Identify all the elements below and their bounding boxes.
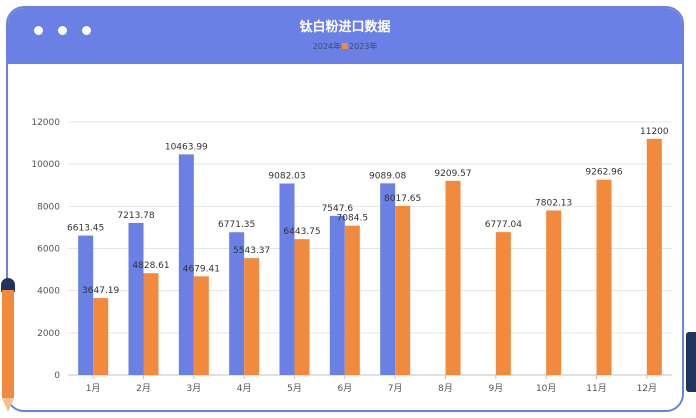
window-dot-2 bbox=[58, 26, 67, 35]
data-label: 9209.57 bbox=[434, 169, 471, 179]
bar-2023年-2月[interactable] bbox=[143, 273, 159, 375]
bars bbox=[78, 138, 662, 375]
data-label: 6443.75 bbox=[283, 227, 320, 237]
y-axis-ticks: 0 2000 4000 6000 8000 10000 12000 bbox=[31, 118, 60, 381]
chart-legend[interactable]: 2024年 2023年 bbox=[8, 41, 682, 52]
data-label: 6771.35 bbox=[218, 220, 255, 230]
x-tick-label: 9月 bbox=[488, 383, 503, 394]
y-tick-label: 4000 bbox=[37, 287, 60, 297]
data-label: 8017.65 bbox=[384, 194, 421, 204]
data-label: 9262.96 bbox=[585, 168, 622, 178]
bar-2023年-3月[interactable] bbox=[193, 276, 209, 375]
legend-swatch-2023 bbox=[342, 43, 348, 49]
bar-2024年-5月[interactable] bbox=[279, 183, 295, 375]
bar-2024年-7月[interactable] bbox=[380, 183, 396, 375]
bar-2023年-11月[interactable] bbox=[596, 179, 612, 375]
data-label: 10463.99 bbox=[165, 142, 208, 152]
data-label: 7802.13 bbox=[535, 199, 572, 209]
x-tick-label: 12月 bbox=[637, 383, 657, 394]
chart-title: 钛白粉进口数据 bbox=[299, 20, 391, 35]
x-tick-label: 7月 bbox=[388, 383, 403, 394]
y-tick-label: 10000 bbox=[31, 160, 60, 170]
bar-2023年-8月[interactable] bbox=[445, 180, 461, 375]
data-label: 5543.37 bbox=[233, 246, 270, 256]
x-tick-label: 6月 bbox=[337, 383, 352, 394]
x-tick-label: 10月 bbox=[536, 383, 556, 394]
x-tick-label: 4月 bbox=[237, 383, 252, 394]
x-tick-label: 1月 bbox=[86, 383, 101, 394]
data-label: 7213.78 bbox=[117, 211, 154, 221]
data-label: 6613.45 bbox=[67, 224, 104, 234]
y-tick-label: 0 bbox=[54, 371, 60, 381]
side-tab-decoration bbox=[686, 332, 696, 392]
y-tick-label: 12000 bbox=[31, 118, 60, 128]
y-tick-label: 6000 bbox=[37, 245, 60, 255]
bar-2024年-1月[interactable] bbox=[78, 235, 94, 375]
bar-2023年-1月[interactable] bbox=[93, 298, 109, 375]
legend-label-2023[interactable]: 2023年 bbox=[349, 42, 378, 51]
bar-2024年-2月[interactable] bbox=[128, 222, 144, 375]
data-label: 4679.41 bbox=[183, 264, 220, 274]
x-tick-label: 2月 bbox=[136, 383, 151, 394]
data-label: 11200 bbox=[640, 127, 669, 137]
bar-2024年-4月[interactable] bbox=[229, 232, 245, 375]
bar-2023年-12月[interactable] bbox=[646, 138, 662, 375]
x-tick-label: 3月 bbox=[186, 383, 201, 394]
data-label: 3647.19 bbox=[82, 286, 119, 296]
data-label: 6777.04 bbox=[485, 220, 522, 230]
bar-2023年-10月[interactable] bbox=[546, 210, 562, 375]
window-dot-3 bbox=[82, 26, 91, 35]
chart-header: 钛白粉进口数据 2024年 2023年 bbox=[8, 8, 682, 64]
x-axis-ticks: 1月 2月 3月 4月 5月 6月 7月 8月 9月 10月 11月 12月 bbox=[86, 375, 657, 394]
data-label: 7547.6 bbox=[322, 204, 354, 214]
data-label: 9082.03 bbox=[268, 172, 305, 182]
pencil-decoration bbox=[0, 278, 15, 418]
data-label: 4828.61 bbox=[132, 261, 169, 271]
bar-2023年-6月[interactable] bbox=[344, 225, 360, 375]
data-label: 7084.5 bbox=[337, 214, 369, 224]
x-tick-label: 5月 bbox=[287, 383, 302, 394]
bar-2023年-4月[interactable] bbox=[244, 258, 260, 375]
window-dot-1 bbox=[34, 26, 43, 35]
x-tick-label: 8月 bbox=[438, 383, 453, 394]
legend-label-2024[interactable]: 2024年 bbox=[312, 42, 341, 51]
bar-chart: 0 2000 4000 6000 8000 10000 12000 6613.45 3647.… bbox=[31, 118, 672, 394]
grid-lines bbox=[68, 121, 672, 376]
x-tick-label: 11月 bbox=[586, 383, 606, 394]
y-tick-label: 8000 bbox=[37, 202, 60, 212]
bar-2023年-5月[interactable] bbox=[294, 239, 310, 375]
chart-card: 钛白粉进口数据 2024年 2023年 0 2000 4000 6000 8000 1000… bbox=[6, 6, 684, 412]
bar-2023年-9月[interactable] bbox=[495, 232, 511, 375]
data-label: 9089.08 bbox=[369, 171, 406, 181]
y-tick-label: 2000 bbox=[37, 329, 60, 339]
bar-2023年-7月[interactable] bbox=[395, 205, 411, 375]
bar-2024年-6月[interactable] bbox=[329, 215, 345, 375]
data-labels: 6613.45 3647.19 7213.78 4828.61 10463.99 4679… bbox=[67, 127, 669, 296]
bar-2024年-3月[interactable] bbox=[178, 154, 194, 375]
